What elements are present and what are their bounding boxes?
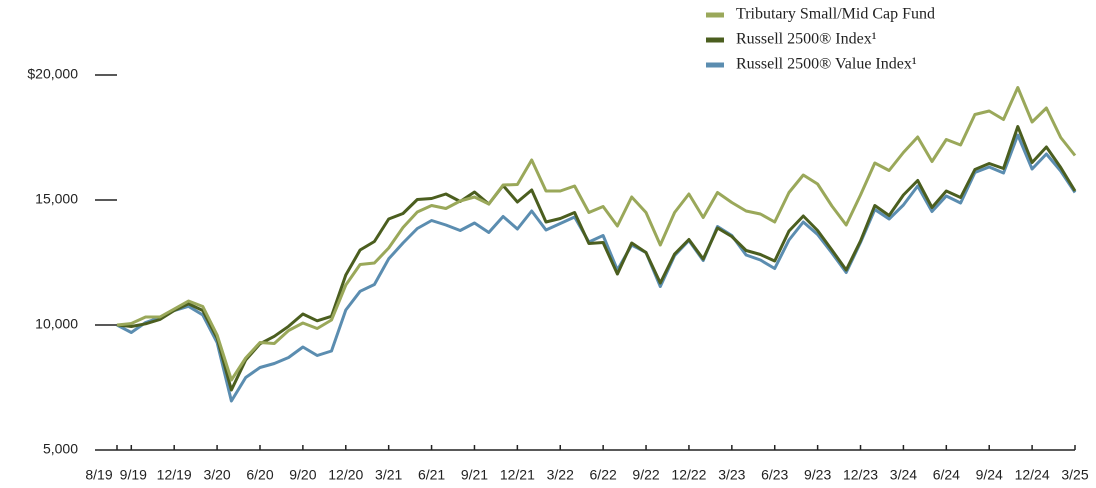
x-tick-label: 12/22: [671, 467, 706, 483]
x-tick-label: 3/20: [203, 467, 230, 483]
x-tick-label: 3/21: [375, 467, 402, 483]
legend-label: Russell 2500® Value Index¹: [736, 56, 917, 73]
series-line: [116, 133, 1077, 403]
x-tick-label: 3/22: [547, 467, 574, 483]
x-tick-label: 12/21: [500, 467, 535, 483]
x-tick-label: 3/24: [890, 467, 917, 483]
x-tick-label: 9/24: [976, 467, 1003, 483]
x-tick-label: 12/24: [1015, 467, 1050, 483]
y-tick-label: 15,000: [35, 191, 78, 207]
legend: Tributary Small/Mid Cap Fund Russell 2500…: [706, 6, 935, 73]
legend-label: Russell 2500® Index¹: [736, 31, 877, 48]
x-tick-label: 12/20: [328, 467, 363, 483]
y-tick-label: $20,000: [27, 66, 78, 82]
x-tick-label: 9/19: [120, 467, 147, 483]
x-tick-label: 6/24: [933, 467, 960, 483]
x-tick-label: 9/23: [804, 467, 831, 483]
x-tick-label: 6/23: [761, 467, 788, 483]
y-tick-label: 5,000: [43, 441, 78, 457]
x-tick-label: 12/19: [157, 467, 192, 483]
x-tick-label: 9/20: [289, 467, 316, 483]
series-line: [116, 86, 1077, 382]
x-tick-label: 12/23: [843, 467, 878, 483]
y-tick-label: 10,000: [35, 316, 78, 332]
x-tick-label: 9/22: [632, 467, 659, 483]
x-tick-label: 9/21: [461, 467, 488, 483]
legend-label: Tributary Small/Mid Cap Fund: [736, 6, 935, 23]
x-tick-label: 6/21: [418, 467, 445, 483]
x-tick-label: 8/19: [85, 467, 112, 483]
series-line: [116, 125, 1077, 392]
x-tick-label: 6/20: [246, 467, 273, 483]
x-tick-label: 6/22: [590, 467, 617, 483]
x-tick-label: 3/25: [1061, 467, 1088, 483]
x-tick-label: 3/23: [718, 467, 745, 483]
